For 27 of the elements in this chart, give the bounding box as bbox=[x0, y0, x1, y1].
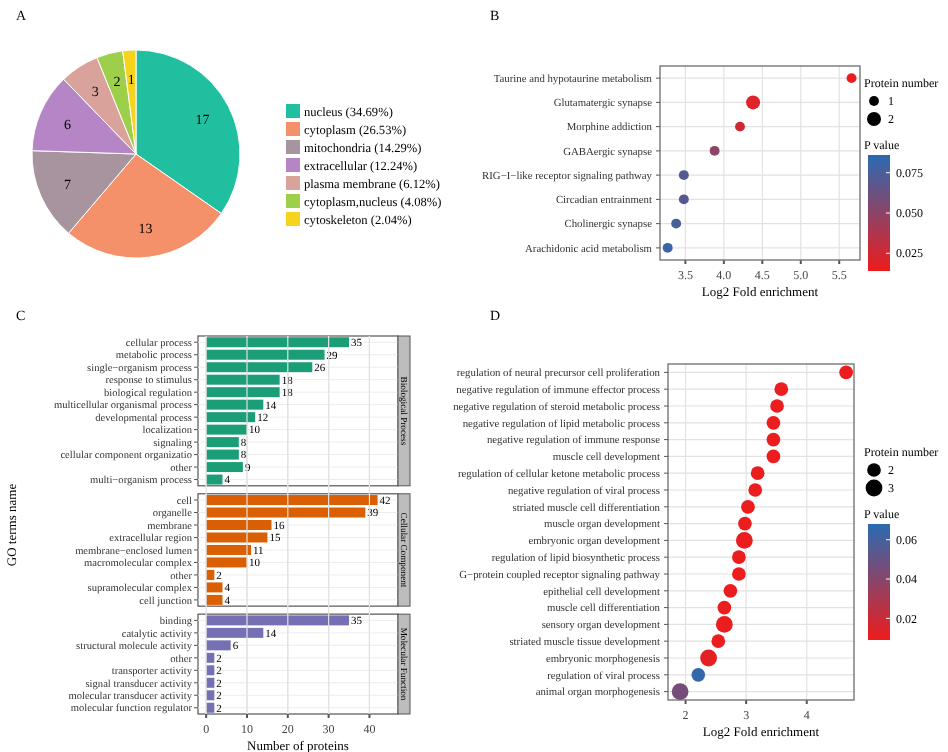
point bbox=[671, 683, 689, 700]
point bbox=[766, 449, 781, 464]
point bbox=[846, 73, 857, 84]
point bbox=[774, 382, 789, 397]
point bbox=[839, 365, 853, 380]
point bbox=[700, 649, 717, 667]
point bbox=[735, 121, 745, 132]
point bbox=[723, 583, 738, 598]
point bbox=[770, 399, 784, 413]
point bbox=[678, 194, 689, 205]
point bbox=[750, 466, 765, 481]
point bbox=[709, 145, 720, 156]
point bbox=[678, 170, 689, 181]
point bbox=[715, 616, 733, 633]
point bbox=[691, 667, 706, 682]
point bbox=[732, 567, 746, 581]
point bbox=[766, 415, 781, 430]
point bbox=[738, 516, 752, 531]
point bbox=[748, 483, 763, 497]
point bbox=[766, 432, 781, 447]
point bbox=[741, 499, 755, 514]
point bbox=[735, 532, 753, 549]
point bbox=[662, 242, 673, 253]
point bbox=[671, 218, 682, 229]
point bbox=[717, 600, 732, 615]
point bbox=[732, 550, 746, 565]
point bbox=[711, 634, 726, 649]
